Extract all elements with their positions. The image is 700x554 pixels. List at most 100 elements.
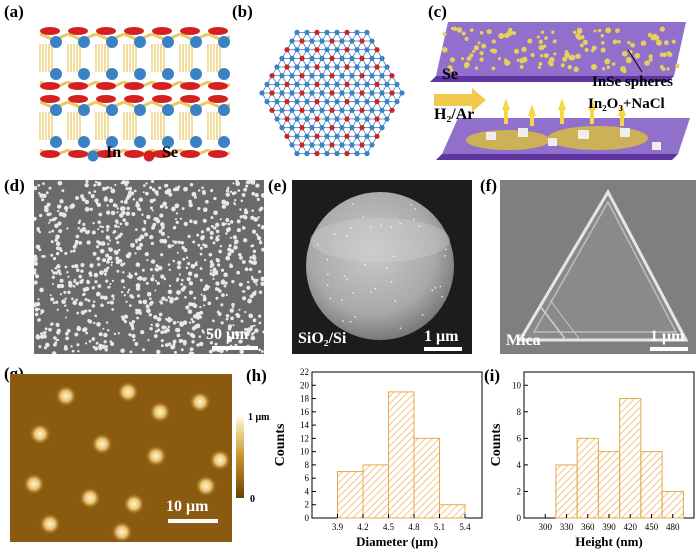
y-tick-label: 20 (300, 380, 310, 390)
sem-particle (124, 181, 128, 184)
se-atom (96, 150, 116, 158)
surface-particle (386, 267, 388, 269)
se-atom (284, 133, 290, 139)
sem-particle (45, 342, 50, 348)
sem-particle (239, 215, 243, 219)
sem-particle (220, 268, 225, 272)
sem-particle (67, 275, 70, 278)
sem-particle (224, 201, 230, 206)
sem-particle (133, 189, 137, 193)
sem-particle (172, 321, 177, 325)
sem-e-scale-bar (424, 347, 462, 351)
histogram-bar (619, 398, 642, 519)
in-atom (309, 125, 315, 131)
sem-particle (160, 330, 165, 335)
sem-particle (113, 332, 117, 336)
sem-particle (236, 219, 241, 224)
in-atom (384, 116, 390, 122)
sem-particle (99, 225, 102, 228)
sem-particle (138, 197, 144, 202)
sem-particle (176, 320, 179, 324)
in-atom (354, 133, 360, 139)
insel-sphere (647, 32, 653, 38)
sem-particle (165, 298, 168, 302)
sem-particle (114, 203, 118, 208)
se-atom (374, 133, 380, 139)
sem-particle (116, 240, 120, 244)
sem-particle (43, 346, 47, 350)
sem-particle (75, 234, 80, 239)
legend-se-label: Se (162, 144, 178, 161)
surface-particle (399, 222, 401, 225)
se-atom (359, 38, 365, 44)
sem-particle (135, 240, 138, 244)
sem-particle (103, 268, 108, 273)
se-atom (314, 99, 320, 105)
sem-particle (109, 282, 112, 286)
in-atom (309, 73, 315, 79)
in-atom (379, 90, 385, 96)
sem-particle (106, 260, 110, 264)
in-atom (50, 36, 62, 48)
sem-particle (202, 218, 207, 223)
in-atom (394, 81, 400, 87)
surface-particle (326, 258, 329, 261)
sem-particle (128, 304, 132, 308)
sem-particle (100, 303, 104, 307)
sem-particle (258, 290, 263, 295)
insel-sphere (473, 45, 479, 51)
insel-layer (39, 95, 230, 158)
insel-sphere (527, 38, 533, 44)
sem-particle (181, 207, 185, 211)
in-atom (294, 64, 300, 70)
insel-sphere (452, 26, 458, 31)
sem-particle (214, 271, 219, 276)
sem-particle (167, 316, 171, 320)
sem-particle (159, 300, 163, 304)
insel-sphere (644, 60, 650, 66)
sem-particle (238, 282, 243, 287)
sem-particle (54, 271, 59, 275)
sem-particle (189, 347, 194, 352)
sem-particle (72, 244, 77, 249)
sem-particle (171, 244, 174, 247)
sem-particle (227, 252, 232, 257)
sem-particle (131, 212, 136, 217)
sem-particle (34, 216, 37, 221)
se-atom (359, 90, 365, 96)
sem-particle (64, 265, 68, 269)
sem-d-scale-label: 50 μm (206, 326, 249, 343)
in-atom (339, 142, 345, 148)
in-atom (294, 47, 300, 53)
sem-particle (172, 339, 177, 344)
sem-particle (96, 256, 101, 261)
sem-particle (107, 242, 110, 246)
sem-particle (98, 343, 103, 349)
surface-particle (414, 208, 416, 210)
sem-particle (99, 248, 105, 254)
sem-particle (50, 269, 54, 272)
x-tick-label: 300 (539, 522, 553, 532)
sem-particle (170, 344, 175, 350)
surface-particle (346, 278, 348, 280)
sem-particle (200, 293, 203, 296)
sem-particle (146, 291, 152, 297)
se-atom (299, 90, 305, 96)
sem-particle (89, 207, 93, 211)
sem-particle (241, 290, 244, 293)
sem-particle (72, 285, 76, 288)
sem-particle (134, 272, 138, 276)
sem-particle (226, 186, 230, 190)
in-atom (339, 38, 345, 44)
sem-particle (51, 351, 57, 354)
sem-particle (59, 278, 64, 283)
sem-particle (58, 211, 64, 217)
sem-particle (199, 278, 203, 282)
sem-image-large-area: 50 μm (34, 180, 264, 354)
sem-particle (182, 285, 187, 290)
sem-particle (193, 296, 197, 300)
sem-particle (117, 225, 120, 229)
sem-particle (142, 299, 148, 305)
se-atom (124, 82, 144, 90)
insel-sphere (449, 57, 455, 63)
